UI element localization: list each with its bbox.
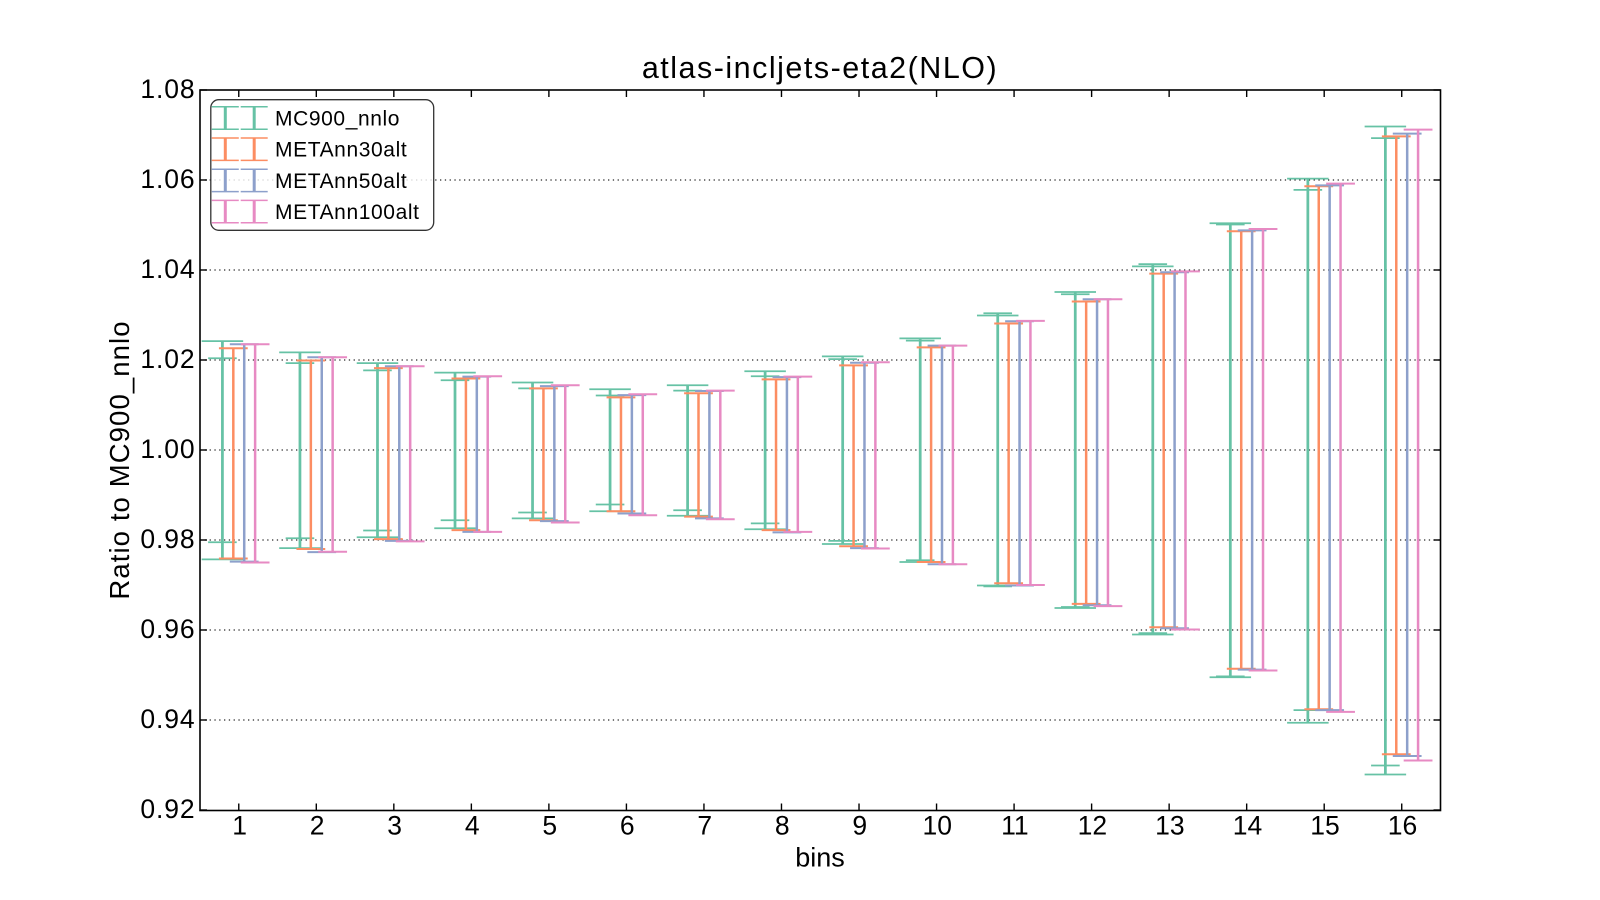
svg-text:1.08: 1.08 (140, 74, 195, 104)
svg-text:8: 8 (775, 811, 790, 841)
svg-text:METAnn100alt: METAnn100alt (275, 201, 420, 224)
svg-text:0.98: 0.98 (140, 524, 195, 554)
svg-text:2: 2 (310, 811, 325, 841)
svg-text:12: 12 (1078, 811, 1107, 841)
svg-text:METAnn30alt: METAnn30alt (275, 139, 407, 162)
svg-text:7: 7 (697, 811, 712, 841)
svg-text:0.94: 0.94 (140, 704, 195, 734)
svg-text:1: 1 (232, 811, 247, 841)
svg-text:0.96: 0.96 (140, 614, 195, 644)
svg-text:14: 14 (1233, 811, 1262, 841)
svg-text:bins: bins (795, 843, 845, 873)
svg-text:13: 13 (1155, 811, 1184, 841)
svg-text:11: 11 (1001, 811, 1029, 841)
svg-text:5: 5 (542, 811, 557, 841)
svg-text:6: 6 (620, 811, 635, 841)
svg-text:Ratio to MC900_nnlo: Ratio to MC900_nnlo (104, 320, 135, 599)
svg-text:1.04: 1.04 (140, 254, 195, 284)
svg-text:MC900_nnlo: MC900_nnlo (275, 108, 400, 131)
svg-text:METAnn50alt: METAnn50alt (275, 170, 407, 193)
svg-text:1.06: 1.06 (140, 164, 195, 194)
svg-text:1.02: 1.02 (140, 344, 195, 374)
svg-text:1.00: 1.00 (140, 434, 195, 464)
svg-text:9: 9 (852, 811, 867, 841)
svg-text:3: 3 (387, 811, 402, 841)
svg-text:16: 16 (1388, 811, 1417, 841)
svg-text:0.92: 0.92 (140, 794, 195, 824)
svg-text:15: 15 (1310, 811, 1339, 841)
svg-text:atlas-incljets-eta2(NLO): atlas-incljets-eta2(NLO) (642, 51, 998, 85)
svg-text:4: 4 (465, 811, 480, 841)
svg-text:10: 10 (923, 811, 952, 841)
